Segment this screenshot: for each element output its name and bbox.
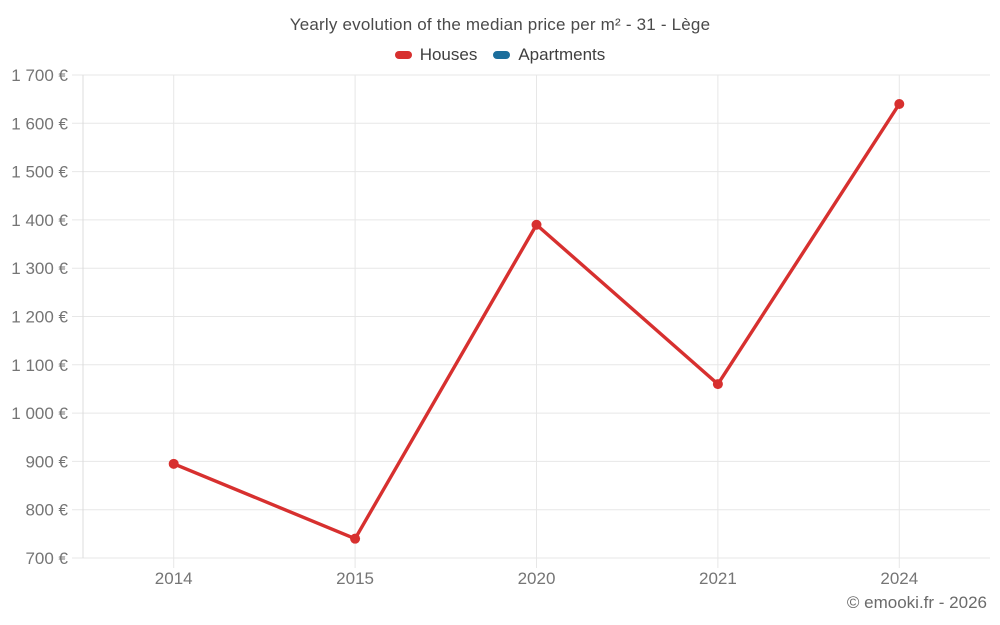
chart-title: Yearly evolution of the median price per… — [289, 15, 711, 34]
data-point-houses-2020[interactable] — [531, 219, 542, 230]
legend-label: Houses — [419, 45, 478, 64]
x-tick-label: 2014 — [155, 569, 193, 588]
y-tick-label: 900 € — [25, 452, 68, 471]
legend-label: Apartments — [518, 45, 606, 64]
y-tick-label: 1 000 € — [11, 404, 68, 423]
legend-swatch-apartments — [493, 51, 511, 59]
data-point-houses-2015[interactable] — [350, 533, 361, 544]
data-point-houses-2021[interactable] — [712, 379, 723, 390]
y-tick-label: 1 200 € — [11, 308, 68, 327]
y-tick-label: 1 400 € — [11, 211, 68, 230]
x-tick-label: 2021 — [699, 569, 737, 588]
credit-text: © emooki.fr - 2026 — [846, 593, 987, 612]
legend-swatch-houses — [394, 51, 412, 59]
data-point-houses-2024[interactable] — [894, 98, 905, 109]
y-tick-label: 800 € — [25, 501, 68, 520]
x-tick-label: 2024 — [880, 569, 918, 588]
data-point-houses-2014[interactable] — [168, 458, 179, 469]
legend-item-houses[interactable]: Houses — [394, 45, 478, 65]
x-tick-label: 2015 — [336, 569, 374, 588]
y-tick-label: 1 300 € — [11, 259, 68, 278]
x-tick-label: 2020 — [518, 569, 556, 588]
y-tick-label: 1 500 € — [11, 163, 68, 182]
y-tick-label: 700 € — [25, 549, 68, 568]
y-tick-label: 1 100 € — [11, 356, 68, 375]
y-tick-label: 1 700 € — [11, 66, 68, 85]
legend-item-apartments[interactable]: Apartments — [493, 45, 605, 65]
chart-legend: Houses Apartments — [0, 45, 1000, 65]
y-tick-label: 1 600 € — [11, 114, 68, 133]
